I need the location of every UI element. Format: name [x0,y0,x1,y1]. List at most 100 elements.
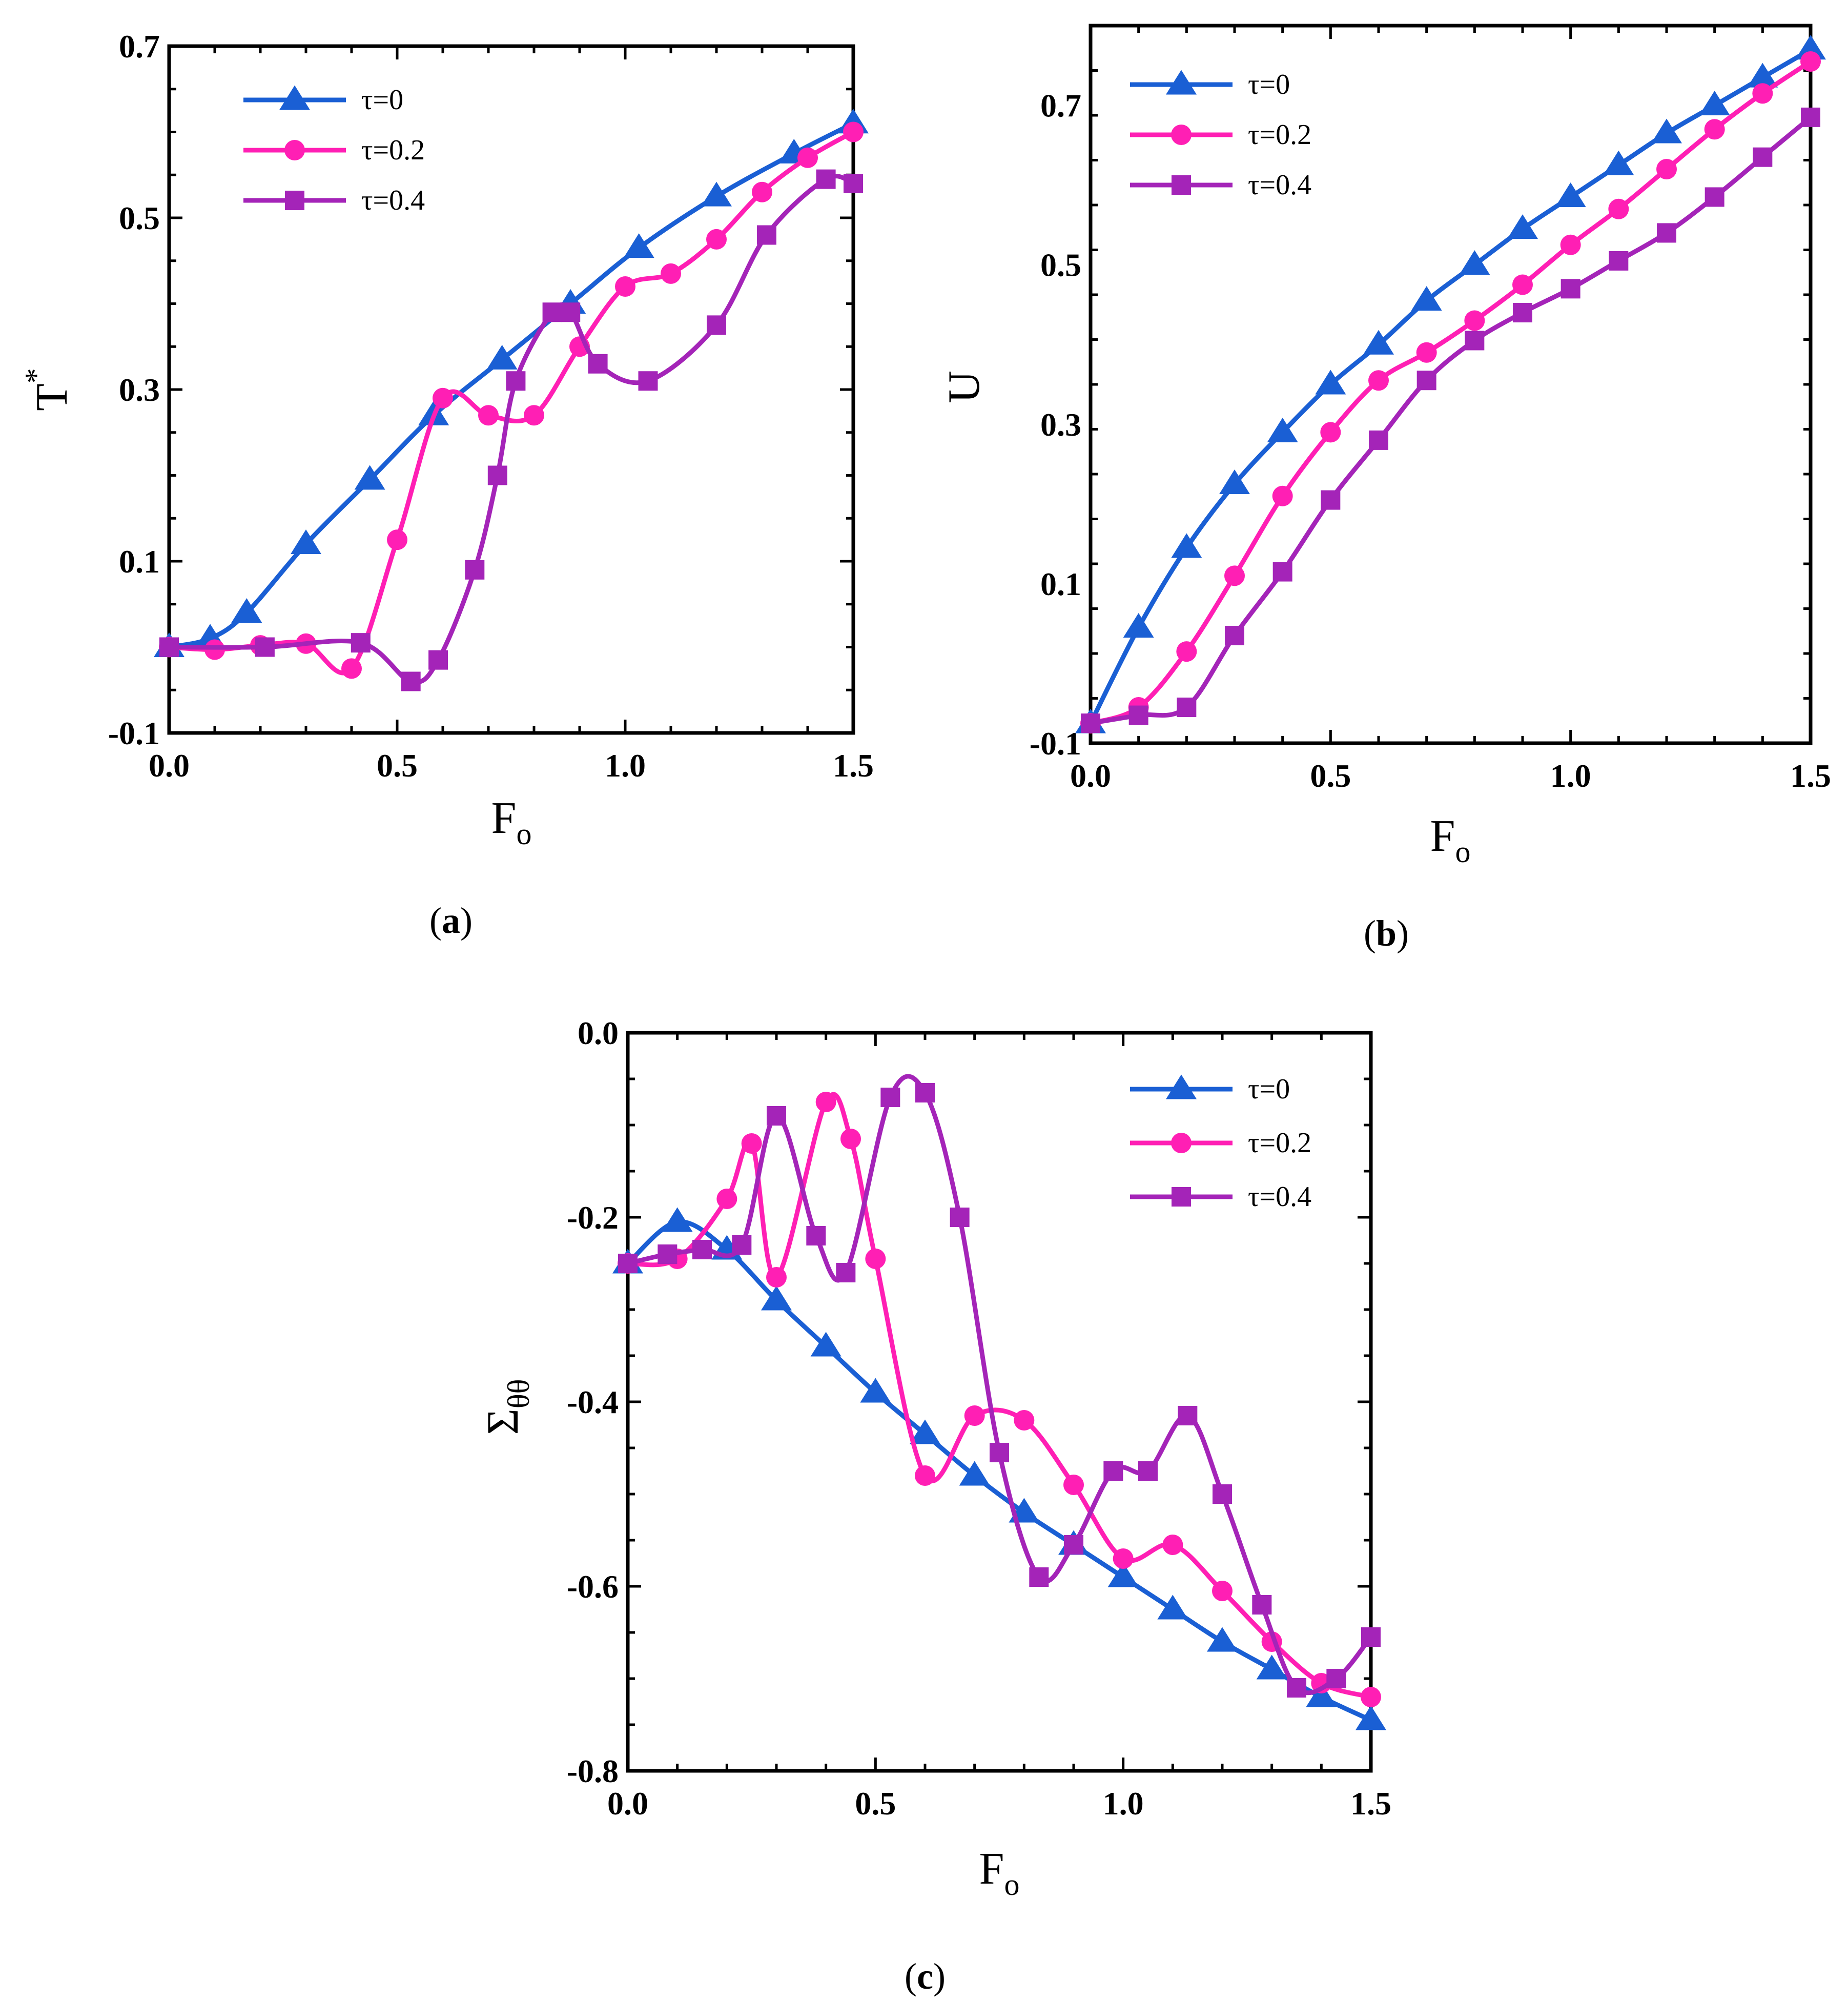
data-point-square [542,302,562,322]
legend: τ=0 τ=0.2 τ=0.4 [1130,69,1311,201]
x-tick-label: 0.5 [855,1785,896,1822]
y-tick-label: 0.7 [119,28,160,65]
data-point-circle [524,405,544,426]
x-tick-label: 1.5 [1790,758,1831,794]
data-point-circle [1176,641,1197,662]
data-point-square [915,1083,935,1102]
data-point-triangle [291,529,321,554]
x-tick-label: 1.0 [1103,1785,1144,1822]
data-point-square [561,302,581,322]
data-point-triangle [1651,118,1682,144]
data-point-square [1560,279,1580,299]
x-tick-label: 0.0 [607,1785,648,1822]
data-point-triangle [1603,150,1634,175]
data-point-square [401,671,421,691]
data-point-square [806,1226,826,1245]
y-tick-label: 0.7 [1040,88,1081,124]
data-point-square [1801,107,1820,127]
x-tick-label: 1.5 [833,747,874,784]
chart-b: 0.0 0.5 1.0 1.5-0.10.10.30.50.7FoUτ=0τ=0.2τ… [939,24,1831,954]
legend-label: τ=0.2 [1248,1127,1311,1159]
y-tick-label: -0.1 [1030,725,1081,762]
y-axis-label: U [939,371,989,403]
data-point-circle [741,1133,762,1154]
data-point-triangle [623,233,654,258]
y-axis-label: T* [19,368,77,411]
series-circle [1080,51,1821,734]
data-point-circle [1560,234,1581,255]
series-square [1081,107,1820,733]
data-point-circle [716,1189,737,1209]
series-square [159,169,863,691]
data-point-square [1465,331,1485,351]
data-point-triangle [810,1332,841,1357]
data-point-triangle [1795,35,1826,60]
data-point-triangle [1219,469,1250,494]
data-point-square [1361,1627,1381,1647]
data-point-square [1103,1461,1123,1481]
data-point-triangle [1256,1654,1287,1680]
legend-label: τ=0.4 [1248,169,1311,201]
data-point-square [767,1106,786,1126]
legend-label: τ=0.4 [361,185,425,216]
legend-marker-circle [284,140,305,160]
panel-caption: (b) [1364,913,1409,954]
data-point-square [1657,223,1676,243]
data-point-triangle [1267,417,1298,442]
y-tick-label: 0.0 [578,1015,619,1051]
x-axis-label: Fo [979,1844,1020,1902]
data-point-square [990,1443,1009,1462]
x-tick-label: 0.0 [1070,758,1111,794]
data-point-circle [204,639,225,660]
data-point-circle [1320,422,1341,443]
data-point-circle [1368,370,1389,391]
data-point-circle [1063,1475,1084,1495]
data-point-triangle [1411,286,1442,311]
legend-marker-square [1172,1187,1191,1207]
data-point-square [351,633,371,653]
data-point-triangle [959,1461,990,1486]
data-point-square [638,371,658,391]
data-point-circle [1361,1687,1381,1707]
y-tick-label: -0.4 [567,1384,619,1420]
data-point-square [1213,1484,1232,1504]
chart-a: 0.0 0.5 1.0 1.5 -0.1 0.1 0.3 0.5 0.7 Fo T* τ=0 τ=0.2… [19,28,874,941]
data-point-square [950,1208,970,1227]
data-point-square [255,637,275,657]
data-point-triangle [1157,1595,1188,1620]
data-point-square [1705,187,1724,207]
data-point-circle [1704,119,1725,140]
data-point-circle [1416,342,1437,363]
data-point-triangle [1555,182,1586,207]
legend-label: τ=0.2 [1248,119,1311,151]
data-point-triangle [1747,63,1778,88]
legend-marker-circle [1171,125,1192,145]
series-line [169,121,855,649]
chart-c: 0.0 0.5 1.0 1.5-0.8-0.6-0.4-0.20.0FoΣθθτ=0τ… [478,1015,1391,1997]
x-tick-label: 0.5 [1310,758,1351,794]
data-point-circle [1113,1548,1134,1569]
data-point-square [1321,490,1341,510]
data-point-triangle [1459,250,1490,275]
data-point-square [1513,303,1532,322]
data-point-circle [843,121,864,142]
data-point-circle [1212,1581,1233,1601]
data-point-circle [387,529,407,550]
data-point-triangle [1363,330,1394,355]
data-point-square [428,650,448,670]
y-tick-label: 0.3 [119,372,160,408]
data-point-circle [1464,310,1485,331]
data-point-circle [752,181,772,202]
y-axis-label: Σθθ [478,1379,536,1435]
data-point-circle [1014,1410,1035,1431]
series-square [618,1074,1381,1698]
data-point-square [1369,430,1388,450]
data-point-square [1225,626,1244,645]
y-tick-label: 0.3 [1040,406,1081,443]
x-axis-label: Fo [1430,811,1471,869]
data-point-circle [964,1405,985,1426]
data-point-square [1178,1406,1198,1425]
data-point-square [816,169,836,189]
data-point-circle [1512,274,1533,295]
data-point-circle [1162,1535,1183,1555]
